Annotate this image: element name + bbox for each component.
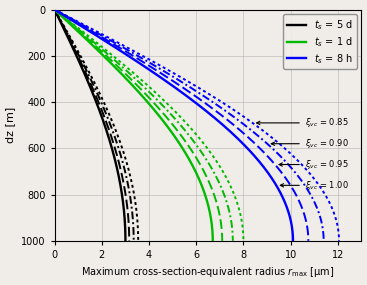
$t_s$ = 1 d (211, 239, 215, 243)
$t_s$ = 1 d (202, 190, 206, 194)
Line: $t_s$ = 8 h: $t_s$ = 8 h (55, 10, 293, 241)
$t_s$ = 1 d (65, 20, 69, 23)
$t_s$ = 1 d (210, 233, 215, 236)
$t_s$ = 5 d (119, 190, 124, 194)
$t_s$ = 5 d (123, 233, 128, 236)
$t_s$ = 5 d (52, 8, 57, 11)
Text: $\xi_{vc}$ = 0.85: $\xi_{vc}$ = 0.85 (257, 116, 348, 129)
$t_s$ = 8 h (277, 190, 282, 194)
$t_s$ = 1 d (162, 120, 166, 124)
Y-axis label: dz [m]: dz [m] (6, 107, 15, 143)
$t_s$ = 5 d (123, 239, 128, 243)
Line: $t_s$ = 5 d: $t_s$ = 5 d (55, 10, 126, 241)
$t_s$ = 8 h (210, 114, 214, 118)
Text: $\xi_{vc}$ = 0.90: $\xi_{vc}$ = 0.90 (271, 137, 349, 150)
$t_s$ = 8 h (52, 8, 57, 11)
Line: $t_s$ = 1 d: $t_s$ = 1 d (55, 10, 213, 241)
X-axis label: Maximum cross-section-equivalent radius $r_{\mathrm{max}}$ [μm]: Maximum cross-section-equivalent radius … (81, 265, 335, 280)
$t_s$ = 8 h (291, 239, 295, 243)
$t_s$ = 5 d (58, 20, 62, 23)
Legend: $t_s$ = 5 d, $t_s$ = 1 d, $t_s$ = 8 h: $t_s$ = 5 d, $t_s$ = 1 d, $t_s$ = 8 h (283, 15, 357, 70)
$t_s$ = 5 d (99, 114, 103, 118)
$t_s$ = 8 h (217, 120, 222, 124)
$t_s$ = 1 d (210, 232, 215, 236)
$t_s$ = 1 d (52, 8, 57, 11)
$t_s$ = 5 d (123, 232, 128, 236)
$t_s$ = 8 h (72, 20, 76, 23)
Text: $\xi_{vc}$ = 1.00: $\xi_{vc}$ = 1.00 (280, 179, 349, 192)
$t_s$ = 8 h (291, 232, 295, 236)
Text: $\xi_{vc}$ = 0.95: $\xi_{vc}$ = 0.95 (279, 158, 349, 171)
$t_s$ = 5 d (101, 120, 106, 124)
$t_s$ = 8 h (291, 233, 295, 236)
$t_s$ = 1 d (157, 114, 161, 118)
